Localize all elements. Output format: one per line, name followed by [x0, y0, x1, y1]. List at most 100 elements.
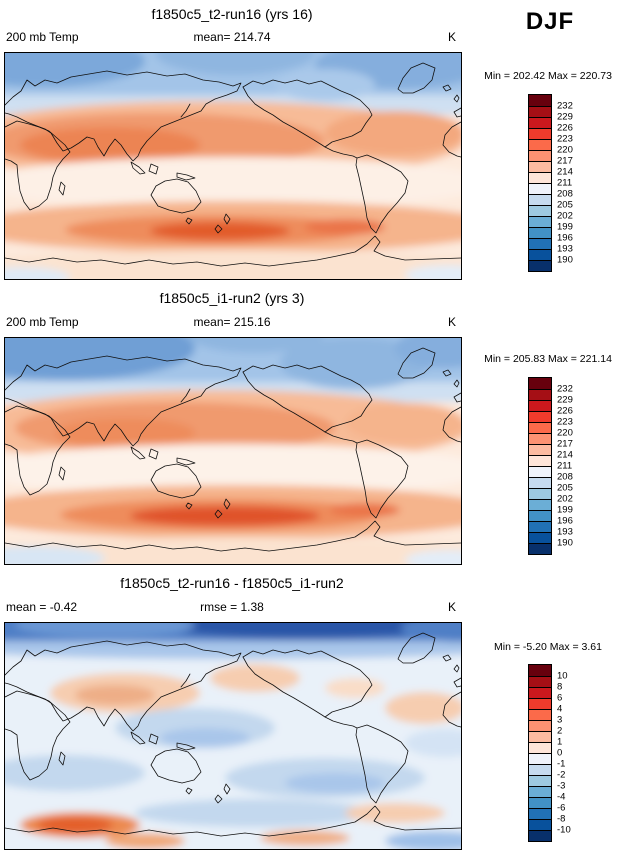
colorbar-tick-label: 3 [557, 714, 563, 726]
colorbar-cell [529, 106, 551, 117]
colorbar-tick-label: 4 [557, 703, 563, 715]
colorbar-panel-3: 10 8 6 4 3 2 1 0 -1 -2 -3 -4 -6 -8 -10 [528, 664, 571, 842]
colorbar-cell [529, 543, 551, 554]
colorbar-cell [529, 444, 551, 455]
colorbar-cell [529, 128, 551, 139]
map-panel-1 [4, 52, 462, 280]
panel-1-units-label: K [447, 30, 456, 44]
colorbar-cell [529, 698, 551, 709]
panel-1-title: f1850c5_t2-run16 (yrs 16) [151, 6, 313, 22]
colorbar-tick-label: 211 [557, 177, 573, 189]
colorbar-tick-label: -3 [557, 780, 566, 792]
colorbar-tick-label: 232 [557, 100, 573, 112]
colorbar-cell [529, 139, 551, 150]
colorbar-cell [529, 400, 551, 411]
colorbar-tick-label: 211 [557, 460, 573, 472]
colorbar-cell [529, 260, 551, 271]
contour-map-2 [5, 338, 461, 564]
colorbar-cell [529, 161, 551, 172]
colorbar-cell [529, 249, 551, 260]
colorbar-tick-label: 214 [557, 166, 573, 178]
colorbar-tick-label: 220 [557, 427, 573, 439]
colorbar-tick-label: 196 [557, 515, 573, 527]
colorbar-cell [529, 830, 551, 841]
panel-1-minmax: Min = 202.42 Max = 220.73 [484, 70, 612, 82]
colorbar-cell [529, 477, 551, 488]
contour-map-1 [5, 53, 461, 279]
panel-3-mean-label: mean = -0.42 [6, 600, 78, 614]
colorbar-tick-label: 1 [557, 736, 563, 748]
colorbar-tick-label: 6 [557, 692, 563, 704]
colorbar-cell [529, 786, 551, 797]
colorbar-tick-label: 229 [557, 111, 573, 123]
colorbar-cell [529, 194, 551, 205]
colorbar-tick-label: 232 [557, 383, 573, 395]
colorbar-tick-label: 8 [557, 681, 563, 693]
map-panel-2 [4, 337, 462, 565]
panel-2-minmax: Min = 205.83 Max = 221.14 [484, 353, 612, 365]
colorbar-cell [529, 150, 551, 161]
colorbar-tick-label: 190 [557, 537, 573, 549]
colorbar-cell [529, 510, 551, 521]
colorbar-tick-label: 217 [557, 438, 573, 450]
colorbar-cell [529, 687, 551, 698]
colorbar-cell [529, 172, 551, 183]
panel-3-rmse-label: rmse = 1.38 [200, 600, 264, 614]
colorbar-tick-label: 208 [557, 471, 573, 483]
colorbar-cell [529, 488, 551, 499]
colorbar-cell [529, 731, 551, 742]
panel-1-mean-label: mean= 214.74 [193, 30, 271, 44]
colorbar-tick-label: 199 [557, 221, 573, 233]
panel-3-units-label: K [447, 600, 456, 614]
colorbar-cell [529, 238, 551, 249]
colorbar-tick-label: 217 [557, 155, 573, 167]
panel-3-title: f1850c5_t2-run16 - f1850c5_i1-run2 [120, 575, 344, 591]
colorbar-tick-label: 223 [557, 133, 573, 145]
panel-2-units-label: K [447, 315, 456, 329]
season-label: DJF [525, 8, 575, 35]
colorbar-cell [529, 422, 551, 433]
colorbar-tick-label: 193 [557, 526, 573, 538]
colorbar-cell [529, 808, 551, 819]
colorbar-cell [529, 720, 551, 731]
colorbar-cell [529, 389, 551, 400]
colorbar-cell [529, 819, 551, 830]
colorbar-tick-label: 220 [557, 144, 573, 156]
colorbar-cell [529, 227, 551, 238]
colorbar-cell [529, 742, 551, 753]
colorbar-tick-label: 0 [557, 747, 563, 759]
colorbar-panel-1: 232 229 226 223 220 217 214 211 208 205 202 199 196 1… [528, 94, 573, 272]
colorbar-tick-label: 196 [557, 232, 573, 244]
colorbar-cell [529, 183, 551, 194]
colorbar-tick-label: 205 [557, 482, 573, 494]
colorbar-tick-label: 214 [557, 449, 573, 461]
colorbar-panel-2: 232 229 226 223 220 217 214 211 208 205 202 199 196 1… [528, 377, 573, 555]
panel-2-title: f1850c5_i1-run2 (yrs 3) [159, 290, 305, 306]
colorbar-tick-label: -4 [557, 791, 566, 803]
colorbar-tick-label: -2 [557, 769, 566, 781]
colorbar-cell [529, 378, 551, 389]
colorbar-cell [529, 753, 551, 764]
colorbar-cell [529, 709, 551, 720]
colorbar-tick-label: 2 [557, 725, 563, 737]
colorbar-tick-label: 226 [557, 122, 573, 134]
colorbar-tick-label: -10 [557, 824, 571, 836]
panel-2-mean-label: mean= 215.16 [193, 315, 271, 329]
colorbar-tick-label: -8 [557, 813, 566, 825]
panel-1-variable-label: 200 mb Temp [6, 30, 79, 44]
colorbar-cell [529, 117, 551, 128]
map-panel-3 [4, 622, 462, 850]
colorbar-tick-label: 205 [557, 199, 573, 211]
colorbar-tick-label: -1 [557, 758, 566, 770]
colorbar-tick-label: 190 [557, 254, 573, 266]
colorbar-tick-label: 208 [557, 188, 573, 200]
colorbar-tick-label: 229 [557, 394, 573, 406]
colorbar-cell [529, 411, 551, 422]
colorbar-tick-label: 223 [557, 416, 573, 428]
colorbar-tick-label: 202 [557, 493, 573, 505]
colorbar-tick-label: 10 [557, 670, 568, 682]
colorbar-cell [529, 521, 551, 532]
colorbar-tick-label: 202 [557, 210, 573, 222]
colorbar-cell [529, 466, 551, 477]
